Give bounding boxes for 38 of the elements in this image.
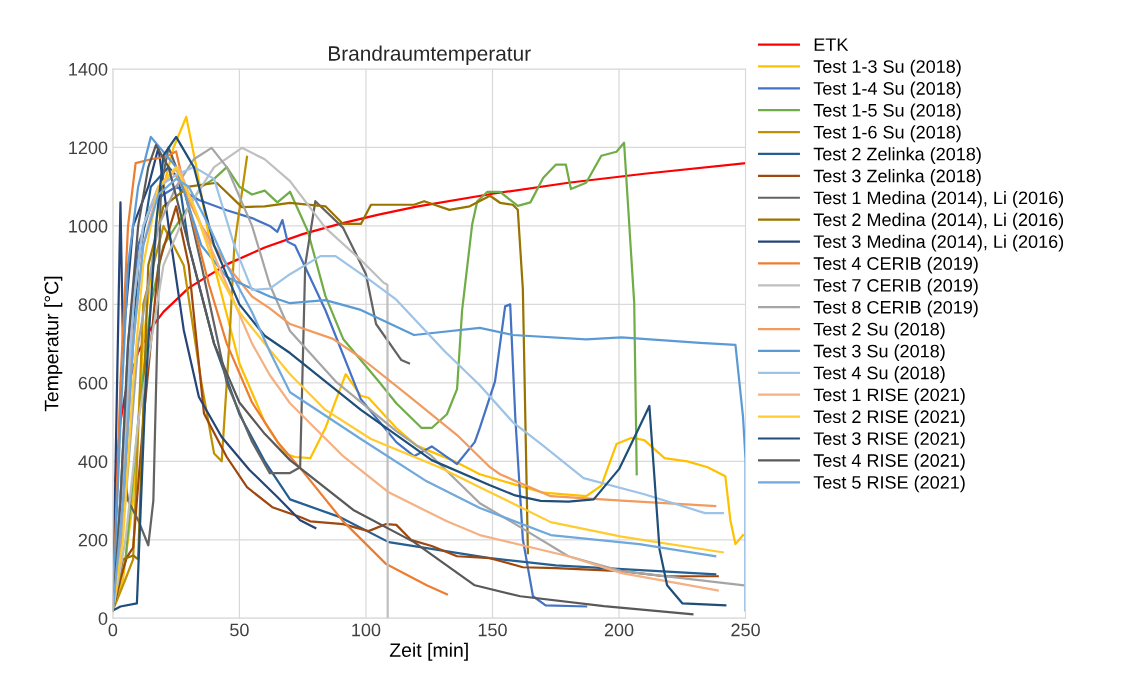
legend-label: Test 2 Su (2018) xyxy=(813,322,945,340)
legend-label: Test 3 Zelinka (2018) xyxy=(813,169,981,186)
legend-label: Test 1 Medina (2014), Li (2016) xyxy=(813,190,1064,208)
x-tick-label: 200 xyxy=(604,623,634,637)
y-tick-label: 1200 xyxy=(69,141,108,155)
y-tick-label: 400 xyxy=(78,455,108,469)
legend-label: Test 7 CERIB (2019) xyxy=(813,278,978,296)
legend-label: Test 4 Su (2018) xyxy=(813,366,945,383)
x-axis-title: Zeit [min] xyxy=(389,642,468,661)
legend-label: Test 5 RISE (2021) xyxy=(813,475,965,493)
x-tick-label: 150 xyxy=(478,623,507,637)
legend-label: Test 4 CERIB (2019) xyxy=(813,256,978,274)
legend-label: Test 2 RISE (2021) xyxy=(813,409,965,427)
legend-label: Test 1-4 Su (2018) xyxy=(813,81,961,99)
legend-label: ETK xyxy=(814,38,849,51)
legend-label: Test 3 Medina (2014), Li (2016) xyxy=(813,234,1064,252)
legend-label: Test 1-3 Su (2018) xyxy=(813,59,961,77)
legend-label: Test 1-6 Su (2018) xyxy=(813,125,961,143)
y-tick-label: 0 xyxy=(98,612,108,625)
x-tick-label: 50 xyxy=(230,623,249,637)
legend-label: Test 4 RISE (2021) xyxy=(813,453,965,471)
y-tick-label: 800 xyxy=(78,298,108,312)
legend-label: Test 8 CERIB (2019) xyxy=(813,300,978,318)
x-tick-label: 100 xyxy=(352,623,381,637)
chart-title: Brandraumtemperatur xyxy=(329,45,531,65)
legend-label: Test 1-5 Su (2018) xyxy=(813,103,961,121)
legend-label: Test 3 RISE (2021) xyxy=(813,431,965,449)
y-axis-title: Temperatur [°C] xyxy=(44,276,63,412)
x-tick-label: 0 xyxy=(108,623,118,637)
legend-label: Test 3 Su (2018) xyxy=(813,344,945,362)
y-tick-label: 1000 xyxy=(69,219,108,233)
x-tick-label: 250 xyxy=(731,623,760,637)
legend-label: Test 2 Medina (2014), Li (2016) xyxy=(813,212,1064,230)
legend-label: Test 2 Zelinka (2018) xyxy=(813,147,981,165)
y-tick-label: 600 xyxy=(78,376,108,390)
legend-label: Test 1 RISE (2021) xyxy=(813,387,965,405)
y-tick-label: 200 xyxy=(78,533,108,547)
y-tick-label: 1400 xyxy=(69,62,108,76)
